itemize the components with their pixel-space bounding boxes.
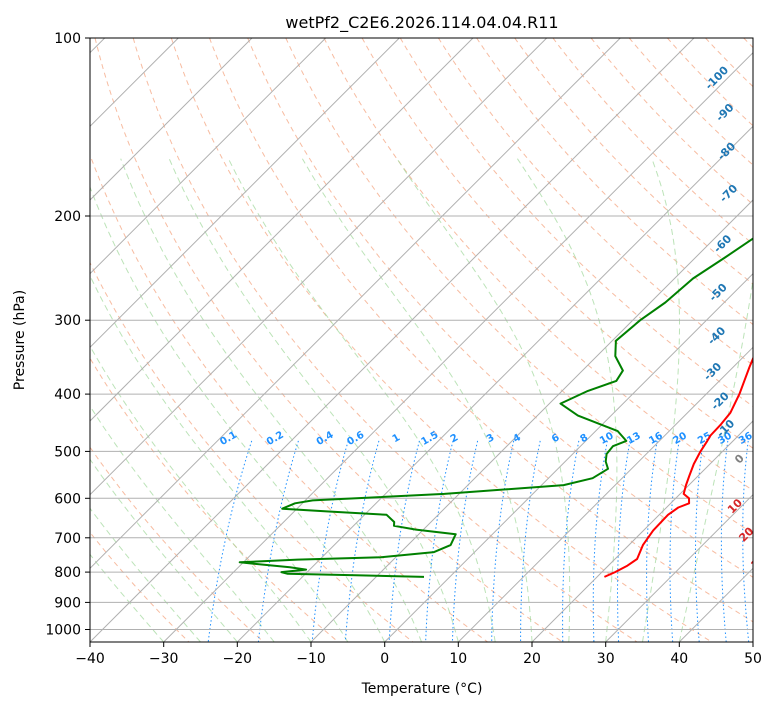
moist-adiabat-line: [396, 158, 571, 642]
moist-adiabat-line: [642, 158, 680, 642]
dry-adiabat-line: [90, 261, 414, 642]
dry-adiabat-line: [437, 38, 753, 366]
isotherm-gridline: [90, 38, 253, 201]
x-tick-label: 40: [670, 651, 688, 667]
dewpoint-profile-line: [238, 237, 753, 578]
x-tick-label: 50: [744, 651, 762, 667]
isotherm-grid: [90, 38, 753, 642]
dry-adiabat-line: [399, 38, 753, 408]
chart-title: wetPf2_C2E6.2026.114.04.04.R11: [285, 13, 558, 33]
mixing-ratio-label: 2: [449, 432, 461, 445]
isotherm-gridline: [310, 199, 753, 642]
moist-adiabat-line: [90, 274, 349, 642]
x-axis-label: Temperature (°C): [361, 681, 483, 697]
mixing-ratio-line: [720, 440, 729, 642]
dry-adiabat-line: [590, 38, 753, 206]
dry-adiabats: [90, 38, 753, 642]
dry-adiabat-line: [132, 38, 638, 642]
isotherm-gridline: [90, 38, 400, 349]
mixing-ratio-label: 6: [550, 432, 562, 445]
y-axis-label: Pressure (hPa): [12, 290, 28, 390]
dry-adiabat-line: [628, 38, 753, 166]
y-tick-label: 800: [54, 565, 81, 581]
mixing-ratio-label: 3: [485, 432, 497, 445]
mixing-ratio-line: [742, 440, 750, 642]
mixing-ratio-line: [520, 440, 541, 642]
mixing-ratio-line: [646, 440, 658, 642]
isotherm-gridline: [531, 420, 753, 642]
dry-adiabat-label: 30: [749, 551, 769, 571]
mixing-ratio-line: [669, 440, 680, 642]
y-tick-label: 900: [54, 595, 81, 611]
mixing-ratio-lines: [207, 440, 750, 642]
isotherm-gridline: [90, 38, 548, 496]
mixing-ratio-line: [616, 440, 631, 642]
mixing-ratio-label: 8: [578, 432, 590, 445]
mixing-ratio-label: 4: [511, 432, 523, 445]
moist-adiabat-line: [301, 158, 533, 642]
x-tick-label: −10: [296, 651, 326, 667]
isotherm-gridline: [236, 125, 753, 642]
y-tick-label: 300: [54, 313, 81, 329]
isotherm-gridline: [384, 272, 753, 642]
y-tick-label: 500: [54, 444, 81, 460]
dry-adiabat-line: [361, 38, 753, 449]
isotherm-gridline: [163, 51, 753, 642]
plot-frame: [89, 37, 754, 643]
mixing-ratio-line: [695, 440, 704, 642]
y-tick-label: 1000: [45, 623, 81, 639]
dry-adiabat-line: [90, 446, 264, 642]
y-axis: 100 200 300 400 500 600 700 800 900 1000: [45, 31, 90, 639]
isotherm-gridline: [90, 38, 474, 422]
x-axis: −40 −30 −20 −10 0 10 20 30 40 50: [75, 642, 762, 667]
sounding-series: [238, 237, 753, 578]
moist-adiabat-line: [90, 345, 312, 642]
mixing-ratio-label: 1: [391, 432, 403, 445]
y-tick-label: 600: [54, 491, 81, 507]
isobar-grid: [90, 38, 753, 630]
y-tick-label: 400: [54, 387, 81, 403]
moist-adiabat-line: [516, 158, 618, 642]
isotherm-gridline: [457, 346, 753, 642]
y-tick-label: 700: [54, 531, 81, 547]
mixing-ratio-label: 36: [737, 430, 755, 447]
isotherm-gridline: [90, 38, 695, 642]
mixing-ratio-line: [562, 440, 580, 642]
mixing-ratio-line: [451, 440, 479, 642]
mixing-ratio-line: [491, 440, 515, 642]
x-tick-label: 30: [597, 651, 615, 667]
dry-adiabat-line: [514, 38, 753, 285]
temperature-profile-line: [603, 356, 753, 578]
mixing-ratio-line: [207, 440, 253, 642]
dry-adiabat-line: [247, 38, 753, 578]
isotherm-gridline: [90, 38, 327, 275]
isotherm-gridline: [605, 493, 753, 642]
x-tick-label: 0: [380, 651, 389, 667]
x-tick-label: 20: [523, 651, 541, 667]
dry-adiabat-line: [170, 38, 712, 642]
x-tick-label: −40: [75, 651, 105, 667]
mixing-ratio-line: [592, 440, 608, 642]
isotherm-gridline: [90, 38, 621, 570]
x-tick-label: −20: [223, 651, 253, 667]
dry-adiabat-line: [476, 38, 753, 326]
dry-adiabat-line: [209, 38, 753, 623]
x-tick-label: −30: [149, 651, 179, 667]
dry-adiabat-line: [94, 38, 563, 642]
y-tick-label: 200: [54, 209, 81, 225]
x-tick-label: 10: [449, 651, 467, 667]
y-tick-label: 100: [54, 31, 81, 47]
